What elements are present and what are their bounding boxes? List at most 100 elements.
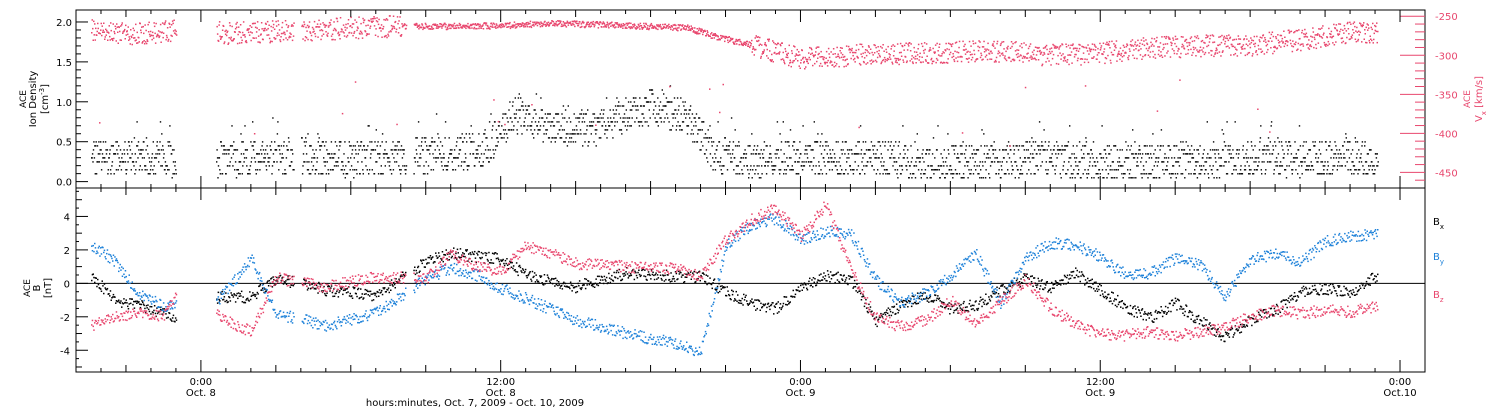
- density-point: [347, 157, 349, 159]
- vx-point: [256, 21, 259, 23]
- density-point: [1083, 153, 1085, 155]
- vx-point: [1178, 48, 1180, 50]
- density-point: [127, 153, 129, 155]
- vx-point: [469, 24, 472, 27]
- density-point: [1146, 153, 1149, 155]
- vx-point: [1009, 47, 1012, 49]
- vx-point: [418, 24, 421, 26]
- density-point: [774, 165, 777, 167]
- density-point: [1369, 165, 1372, 167]
- density-point: [682, 121, 685, 123]
- vx-point: [539, 23, 541, 26]
- vx-point: [470, 23, 472, 26]
- density-point: [675, 109, 677, 111]
- density-point: [802, 165, 805, 167]
- vx-point: [374, 34, 377, 36]
- density-point: [858, 141, 860, 143]
- vx-point: [910, 43, 912, 45]
- density-point: [475, 153, 478, 155]
- vx-point: [1201, 49, 1203, 51]
- vx-point: [782, 51, 784, 54]
- density-point: [889, 157, 891, 159]
- density-point: [645, 101, 648, 103]
- vx-point: [1146, 43, 1149, 46]
- vx-point: [1166, 43, 1169, 45]
- vx-point: [326, 34, 328, 36]
- density-point: [254, 161, 257, 163]
- density-point: [549, 121, 551, 123]
- density-point: [733, 169, 735, 171]
- density-point: [232, 153, 234, 155]
- density-point: [1274, 161, 1276, 163]
- vx-point: [218, 21, 221, 23]
- vx-point: [553, 24, 555, 26]
- density-point: [1275, 157, 1278, 159]
- vx-point: [246, 29, 248, 31]
- density-point: [1206, 121, 1208, 123]
- vx-point: [94, 39, 96, 41]
- density-point: [773, 169, 775, 171]
- vx-point: [1026, 53, 1028, 55]
- density-point: [167, 141, 169, 143]
- vx-point: [557, 20, 559, 22]
- density-point: [1216, 177, 1218, 179]
- density-point: [792, 145, 794, 147]
- density-point: [635, 109, 637, 111]
- density-point: [1054, 169, 1056, 171]
- density-point: [380, 173, 382, 175]
- density-point: [599, 121, 601, 123]
- density-point: [588, 125, 591, 127]
- vx-point: [391, 27, 394, 30]
- density-point: [609, 125, 611, 127]
- vx-point: [478, 25, 481, 28]
- density-point: [505, 113, 507, 115]
- density-point: [1306, 153, 1309, 155]
- density-point: [691, 129, 693, 131]
- density-point: [357, 161, 359, 163]
- vx-point: [1134, 41, 1137, 43]
- vx-point: [780, 44, 782, 47]
- density-point: [933, 173, 935, 175]
- vx-point: [1042, 47, 1045, 49]
- density-point: [847, 173, 849, 175]
- vx-point: [1148, 46, 1151, 48]
- density-point: [1248, 165, 1250, 167]
- density-point: [345, 165, 347, 167]
- density-point: [231, 125, 233, 127]
- vx-point: [573, 23, 575, 26]
- density-point: [768, 161, 770, 163]
- vx-point: [839, 50, 841, 52]
- density-point: [1241, 173, 1244, 175]
- density-point: [704, 153, 706, 155]
- vx-point: [896, 61, 898, 64]
- density-point: [1057, 153, 1060, 155]
- vx-point: [248, 28, 250, 30]
- density-point: [564, 109, 567, 111]
- vx-point: [777, 42, 779, 45]
- vx-point: [1122, 44, 1125, 47]
- density-point: [171, 149, 174, 151]
- density-point: [1309, 149, 1311, 151]
- density-point: [792, 169, 794, 171]
- vx-point: [1136, 44, 1139, 46]
- vx-point: [768, 38, 770, 40]
- density-point: [1371, 161, 1373, 163]
- density-point: [622, 105, 625, 107]
- density-point: [141, 169, 143, 171]
- density-point: [944, 177, 946, 179]
- density-point: [168, 141, 171, 143]
- density-point: [720, 157, 722, 159]
- vx-point: [663, 26, 666, 29]
- density-point: [1277, 153, 1280, 155]
- density-point: [1345, 133, 1347, 135]
- density-point: [561, 129, 564, 131]
- density-point: [99, 153, 101, 155]
- density-point: [517, 97, 520, 99]
- density-point: [1369, 149, 1371, 151]
- density-point: [958, 161, 960, 163]
- density-point: [962, 177, 964, 179]
- density-point: [663, 105, 666, 107]
- density-point: [1227, 149, 1229, 151]
- vx-point: [564, 23, 566, 25]
- vx-point: [1065, 46, 1068, 48]
